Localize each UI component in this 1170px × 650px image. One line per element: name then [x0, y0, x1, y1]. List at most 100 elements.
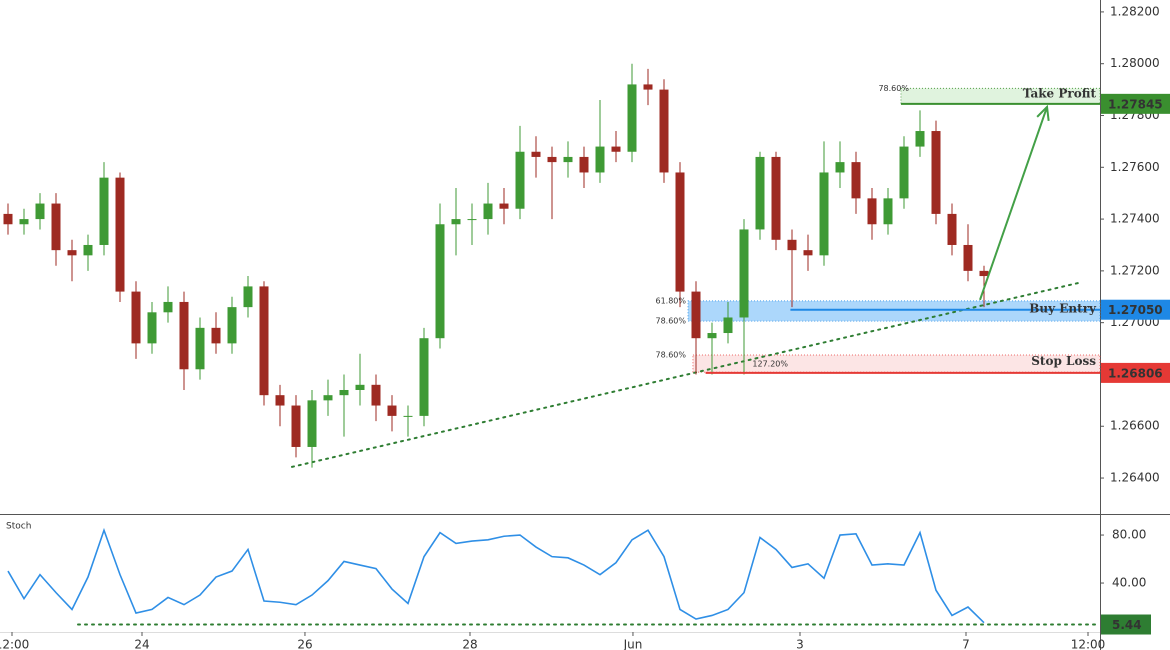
price-label: 1.27845 [1108, 97, 1163, 111]
candle-body [563, 156, 573, 163]
candle-body [371, 384, 381, 406]
arrow [979, 106, 1048, 301]
x-tick-label: Jun [623, 638, 643, 650]
zone-name: Buy Entry [1029, 302, 1097, 316]
candle-body [355, 384, 365, 390]
fib-label: 61.80% [655, 296, 686, 305]
fib-label: 78.60% [655, 351, 686, 360]
candle-body [115, 177, 125, 292]
x-tick-label: 28 [462, 638, 477, 650]
candle-body [803, 250, 813, 256]
candle-body [179, 301, 189, 370]
candle-body [579, 156, 589, 173]
candle-body [723, 317, 733, 334]
candle-body [291, 405, 301, 447]
y-tick-label: 1.27400 [1110, 212, 1160, 226]
candle-body [467, 219, 477, 221]
arrow-head [1036, 104, 1050, 121]
candle-body [147, 312, 157, 344]
candle-body [547, 156, 557, 163]
y-tick-label: 1.28200 [1110, 4, 1160, 18]
candle-body [947, 213, 957, 245]
y-tick-label: 80.00 [1112, 528, 1146, 542]
price-label-box [1101, 362, 1170, 383]
candle-body [515, 151, 525, 209]
price-label-box [1101, 299, 1170, 320]
candle-body [659, 89, 669, 173]
candle-body [787, 239, 797, 251]
candle-body [595, 146, 605, 173]
y-tick-label: 1.27600 [1110, 160, 1160, 174]
candle-body [883, 198, 893, 225]
candle-body [435, 224, 445, 339]
candle-body [899, 146, 909, 199]
y-tick-label: 1.27200 [1110, 263, 1160, 277]
candle-body [35, 203, 45, 220]
candle-body [387, 405, 397, 416]
candle-body [851, 162, 861, 199]
candle-body [259, 286, 269, 396]
candle-body [771, 156, 781, 240]
x-tick-label: 12:00 [0, 638, 29, 650]
candle-body [339, 389, 349, 396]
stoch-line [7, 527, 985, 624]
value-label: 5.44 [1112, 618, 1142, 632]
candle-body [163, 301, 173, 313]
candle-body [531, 151, 541, 157]
value-label-box [1101, 614, 1151, 635]
fib-label: 127.20% [752, 360, 788, 369]
y-tick-label: 40.00 [1112, 576, 1146, 590]
candle-body [307, 400, 317, 447]
trend-line [291, 282, 1079, 468]
price-label: 1.26806 [1108, 366, 1163, 380]
candle-body [419, 338, 429, 416]
candle-body [643, 84, 653, 90]
price-label-box [1101, 93, 1170, 114]
candle-body [963, 244, 973, 271]
fib-label: 78.60% [878, 84, 909, 93]
zone-name: Stop Loss [1031, 354, 1096, 368]
y-tick-label: 1.26600 [1110, 419, 1160, 433]
zone [900, 87, 1101, 105]
candle-body [3, 213, 13, 225]
candle-body [99, 177, 109, 245]
candle-body [819, 172, 829, 256]
zone-name: Take Profit [1023, 87, 1097, 101]
candle-body [19, 219, 29, 225]
candle-body [67, 250, 77, 256]
candle-body [931, 131, 941, 214]
candle-body [83, 244, 93, 256]
candle-body [131, 291, 141, 344]
candle-body [627, 84, 637, 152]
x-tick-label: 3 [796, 638, 804, 650]
y-tick-label: 1.28000 [1110, 56, 1160, 70]
candle-body [835, 162, 845, 173]
candle-body [979, 270, 989, 277]
zone [687, 300, 1101, 322]
candle-body [611, 146, 621, 152]
y-tick-label: 1.26400 [1110, 471, 1160, 485]
fib-label: 78.60% [655, 317, 686, 326]
x-tick-label: 12:00 [1071, 638, 1106, 650]
candle-body [483, 203, 493, 220]
candle-body [243, 286, 253, 308]
candle-body [499, 203, 509, 209]
candle-body [739, 229, 749, 318]
candle-body [867, 198, 877, 225]
candle-body [403, 415, 413, 417]
candle-body [915, 131, 925, 147]
indicator-title: Stoch [6, 522, 31, 532]
candle-body [275, 395, 285, 406]
candle-body [195, 327, 205, 370]
candle-body [211, 327, 221, 344]
candle-body [691, 291, 701, 339]
candle-body [755, 156, 765, 230]
x-tick-label: 24 [134, 638, 149, 650]
candle-body [451, 219, 461, 225]
candle-body [707, 333, 717, 339]
x-tick-label: 26 [297, 638, 312, 650]
candle-body [675, 172, 685, 292]
candle-body [323, 395, 333, 401]
price-label: 1.27050 [1108, 303, 1163, 317]
